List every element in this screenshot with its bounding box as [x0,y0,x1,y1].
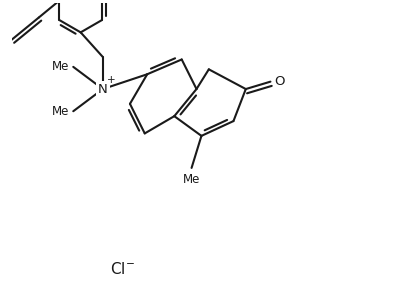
Text: O: O [274,75,285,88]
Text: Me: Me [183,173,200,186]
Text: Me: Me [52,105,70,118]
Text: +: + [107,75,116,86]
Text: N: N [98,83,108,96]
Text: Me: Me [52,60,70,73]
Text: Cl$^{-}$: Cl$^{-}$ [110,261,135,277]
